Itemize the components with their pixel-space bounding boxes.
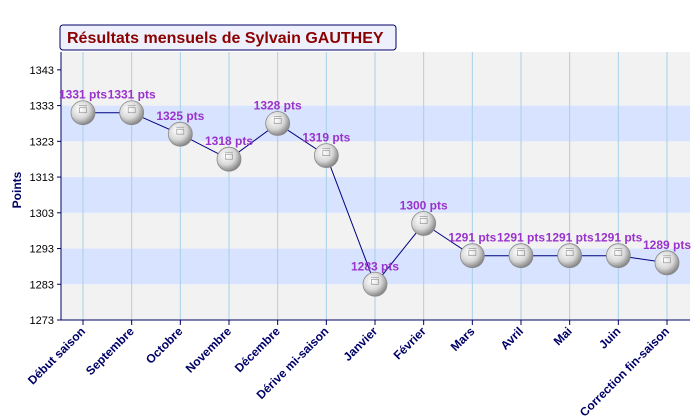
ball-logo (273, 118, 282, 124)
ball-logo (127, 107, 136, 114)
data-label: 1291 pts (448, 231, 496, 245)
data-label: 1283 pts (351, 259, 399, 273)
ball-logo (176, 128, 185, 135)
y-tick-label: 1283 (30, 279, 54, 291)
ball-logo (614, 250, 623, 256)
ping-pong-ball-icon (557, 243, 583, 269)
chart-title: Résultats mensuels de Sylvain GAUTHEY (59, 24, 397, 51)
x-tick-label: Avril (498, 324, 526, 352)
ping-pong-ball-icon (654, 250, 680, 276)
y-tick-label: 1273 (30, 315, 54, 327)
x-tick-label: Début saison (25, 324, 88, 387)
y-tick-label: 1323 (30, 136, 54, 148)
ping-pong-ball-icon (459, 243, 485, 269)
x-tick-label: Décembre (232, 324, 283, 375)
data-label: 1331 pts (59, 88, 107, 102)
x-tick-label: Janvier (341, 324, 381, 364)
y-tick-label: 1303 (30, 208, 54, 220)
ball-logo (468, 250, 477, 256)
x-tick-label: Correction fin-saison (577, 324, 672, 419)
ping-pong-ball-icon (605, 243, 631, 269)
ball-logo (225, 153, 233, 160)
ball-logo (371, 278, 379, 285)
data-label: 1289 pts (643, 238, 691, 252)
y-tick-label: 1293 (30, 244, 54, 256)
data-label: 1291 pts (546, 231, 594, 245)
x-tick-label: Mars (448, 324, 478, 354)
y-tick-label: 1313 (30, 172, 54, 184)
ball-logo (565, 250, 574, 256)
ping-pong-ball-icon (508, 243, 534, 269)
y-tick-label: 1343 (30, 65, 54, 77)
axes (57, 52, 690, 325)
data-markers (70, 100, 680, 297)
y-axis-label: Points (10, 171, 24, 208)
x-tick-label: Mai (551, 324, 575, 348)
data-label: 1319 pts (302, 131, 350, 145)
ball-logo (517, 250, 525, 256)
ping-pong-ball-icon (167, 121, 193, 147)
ball-logo (322, 150, 331, 156)
x-tick-label: Février (391, 324, 429, 362)
ping-pong-ball-icon (411, 211, 437, 236)
y-tick-label: 1333 (30, 101, 54, 113)
data-label: 1331 pts (108, 88, 156, 102)
data-label: 1328 pts (254, 98, 302, 112)
data-label: 1291 pts (594, 231, 642, 245)
x-tick-label: Novembre (183, 324, 235, 376)
x-tick-label: Septembre (83, 324, 137, 378)
x-tick-label: Octobre (143, 324, 186, 367)
ball-logo (79, 107, 87, 114)
ping-pong-ball-icon (265, 111, 291, 136)
data-label: 1291 pts (497, 231, 545, 245)
y-tick-labels: 1273 1283 1293 1303 1313 1323 1333 1343 (30, 65, 54, 327)
x-tick-label: Juin (596, 324, 623, 351)
ball-logo (663, 257, 671, 264)
data-label: 1325 pts (156, 109, 204, 123)
ball-logo (419, 218, 428, 224)
ping-pong-ball-icon (70, 100, 96, 126)
chart-title-text: Résultats mensuels de Sylvain GAUTHEY (67, 30, 384, 47)
data-label: 1300 pts (400, 199, 448, 213)
title-box (59, 24, 397, 51)
ping-pong-ball-icon (313, 143, 339, 169)
ping-pong-ball-icon (362, 271, 388, 297)
ping-pong-ball-icon (119, 100, 145, 126)
data-label: 1318 pts (205, 134, 253, 148)
ping-pong-ball-icon (216, 146, 242, 172)
